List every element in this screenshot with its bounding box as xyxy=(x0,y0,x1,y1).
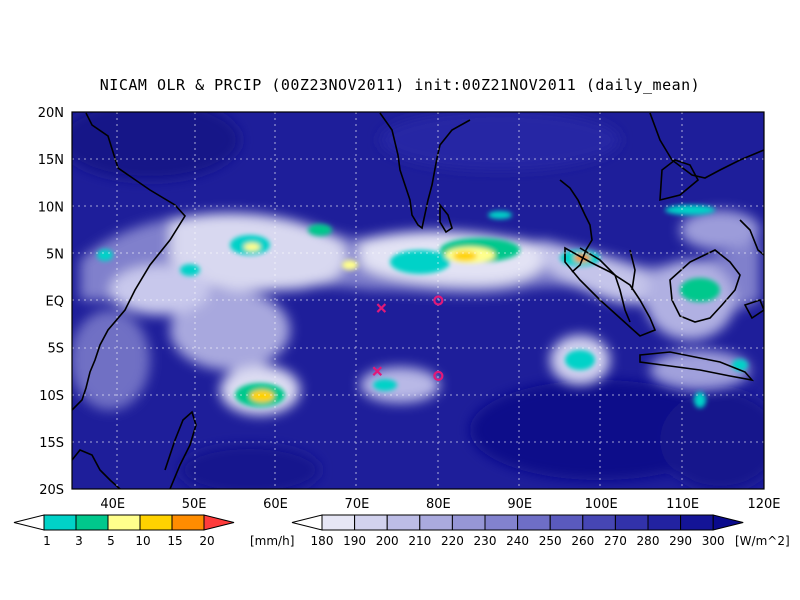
precip-tick-label: 20 xyxy=(199,534,214,548)
circle-marker xyxy=(433,370,444,381)
graticule xyxy=(72,112,764,489)
precip-arrow-right xyxy=(203,514,235,531)
olr-swatch xyxy=(614,514,649,531)
precip-swatch xyxy=(171,514,205,531)
lat-label: 20N xyxy=(38,106,64,121)
lon-label: 110E xyxy=(666,497,699,512)
lat-label: 10N xyxy=(38,200,64,215)
olr-swatch xyxy=(484,514,519,531)
olr-swatch xyxy=(354,514,388,531)
lon-label: 60E xyxy=(263,497,288,512)
lat-label: 10S xyxy=(39,389,64,404)
olr-tick-label: 250 xyxy=(539,534,562,548)
olr-tick-label: 290 xyxy=(669,534,692,548)
lat-label: 5S xyxy=(47,342,64,357)
olr-swatch xyxy=(517,514,551,531)
precip-tick-label: 10 xyxy=(135,534,150,548)
precip-tick-label: 15 xyxy=(167,534,182,548)
olr-colorbar: 180 190 200 210 220 230 240 250 260 270 280 290 300 [… xyxy=(291,514,790,548)
precip-colorbar: 1 3 5 10 15 20 [mm/h] xyxy=(13,514,294,548)
precip-swatch xyxy=(43,514,77,531)
precip-tick-label: 1 xyxy=(43,534,51,548)
precip-unit: [mm/h] xyxy=(250,534,294,548)
olr-swatch xyxy=(647,514,682,531)
olr-arrow-right xyxy=(712,514,744,531)
olr-swatch xyxy=(680,514,714,531)
circle-marker xyxy=(433,295,444,306)
precip-tick-label: 3 xyxy=(75,534,83,548)
olr-swatch xyxy=(549,514,584,531)
lat-label: 20S xyxy=(39,483,64,498)
lat-label: 5N xyxy=(46,247,64,262)
lon-label: 100E xyxy=(585,497,618,512)
lat-label: EQ xyxy=(46,295,64,310)
olr-tick-label: 220 xyxy=(441,534,464,548)
coastlines xyxy=(72,112,764,489)
precip-swatch xyxy=(75,514,109,531)
olr-unit: [W/m^2] xyxy=(735,534,790,548)
olr-tick-label: 280 xyxy=(637,534,660,548)
cross-marker xyxy=(372,366,383,376)
olr-tick-label: 180 xyxy=(311,534,334,548)
map-frame xyxy=(71,111,765,490)
lat-label: 15S xyxy=(39,436,64,451)
olr-arrow-left xyxy=(291,514,323,531)
olr-swatch xyxy=(386,514,421,531)
olr-tick-label: 270 xyxy=(604,534,627,548)
lon-label: 120E xyxy=(747,497,780,512)
lon-label: 70E xyxy=(345,497,370,512)
olr-tick-label: 240 xyxy=(506,534,529,548)
olr-tick-label: 230 xyxy=(474,534,497,548)
olr-tick-label: 190 xyxy=(343,534,366,548)
lon-label: 90E xyxy=(507,497,532,512)
map-title: NICAM OLR & PRCIP (00Z23NOV2011) init:00… xyxy=(99,76,701,94)
olr-tick-label: 200 xyxy=(376,534,399,548)
lon-label: 40E xyxy=(100,497,125,512)
olr-tick-label: 300 xyxy=(702,534,725,548)
marker-layer xyxy=(372,295,444,381)
precip-tick-label: 5 xyxy=(107,534,115,548)
precip-cells xyxy=(97,205,748,408)
precip-swatch xyxy=(107,514,141,531)
olr-swatch xyxy=(451,514,486,531)
precip-swatch xyxy=(139,514,173,531)
lat-label: 15N xyxy=(38,153,64,168)
cross-marker xyxy=(376,303,387,313)
olr-tick-label: 210 xyxy=(408,534,431,548)
lon-label: 50E xyxy=(182,497,207,512)
longitude-labels: 40E 50E 60E 70E 80E 90E 100E 110E 120E xyxy=(100,497,780,512)
lon-label: 80E xyxy=(426,497,451,512)
olr-swatch xyxy=(582,514,616,531)
map-panel xyxy=(72,112,764,489)
olr-swatch xyxy=(321,514,356,531)
precip-arrow-left xyxy=(13,514,45,531)
olr-tick-label: 260 xyxy=(571,534,594,548)
latitude-labels: 20N 15N 10N 5N EQ 5S 10S 15S 20S xyxy=(38,106,64,498)
olr-swatch xyxy=(419,514,453,531)
